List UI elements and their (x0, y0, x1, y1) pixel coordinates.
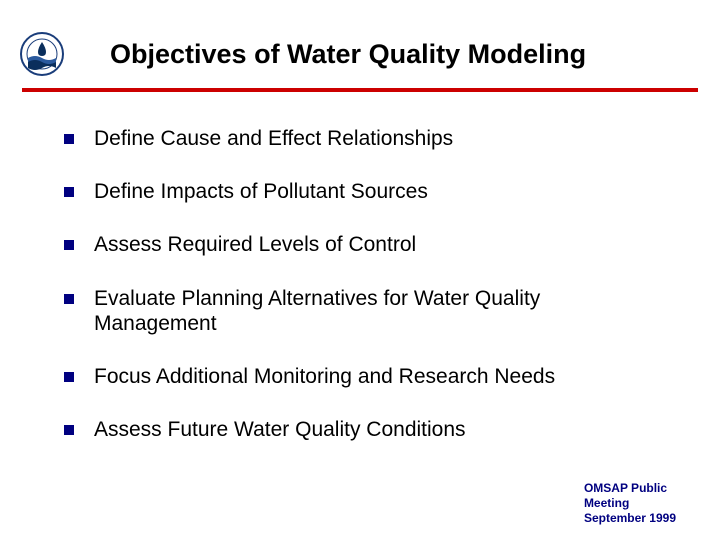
agency-seal-icon (20, 32, 64, 76)
slide-footer: OMSAP Public Meeting September 1999 (584, 481, 676, 526)
footer-line: Meeting (584, 496, 676, 511)
bullet-icon (64, 134, 74, 144)
slide-title: Objectives of Water Quality Modeling (82, 39, 700, 70)
list-item-text: Evaluate Planning Alternatives for Water… (94, 286, 660, 336)
list-item: Define Cause and Effect Relationships (64, 126, 660, 151)
bullet-icon (64, 294, 74, 304)
footer-line: September 1999 (584, 511, 676, 526)
bullet-icon (64, 372, 74, 382)
list-item: Define Impacts of Pollutant Sources (64, 179, 660, 204)
bullet-icon (64, 425, 74, 435)
list-item: Assess Future Water Quality Conditions (64, 417, 660, 442)
list-item-text: Assess Required Levels of Control (94, 232, 416, 257)
list-item-text: Define Cause and Effect Relationships (94, 126, 453, 151)
list-item-text: Define Impacts of Pollutant Sources (94, 179, 428, 204)
bullet-list: Define Cause and Effect Relationships De… (0, 92, 720, 442)
list-item: Assess Required Levels of Control (64, 232, 660, 257)
list-item-text: Assess Future Water Quality Conditions (94, 417, 466, 442)
list-item-text: Focus Additional Monitoring and Research… (94, 364, 555, 389)
slide-header: Objectives of Water Quality Modeling (0, 0, 720, 84)
footer-line: OMSAP Public (584, 481, 676, 496)
bullet-icon (64, 187, 74, 197)
list-item: Evaluate Planning Alternatives for Water… (64, 286, 660, 336)
list-item: Focus Additional Monitoring and Research… (64, 364, 660, 389)
bullet-icon (64, 240, 74, 250)
